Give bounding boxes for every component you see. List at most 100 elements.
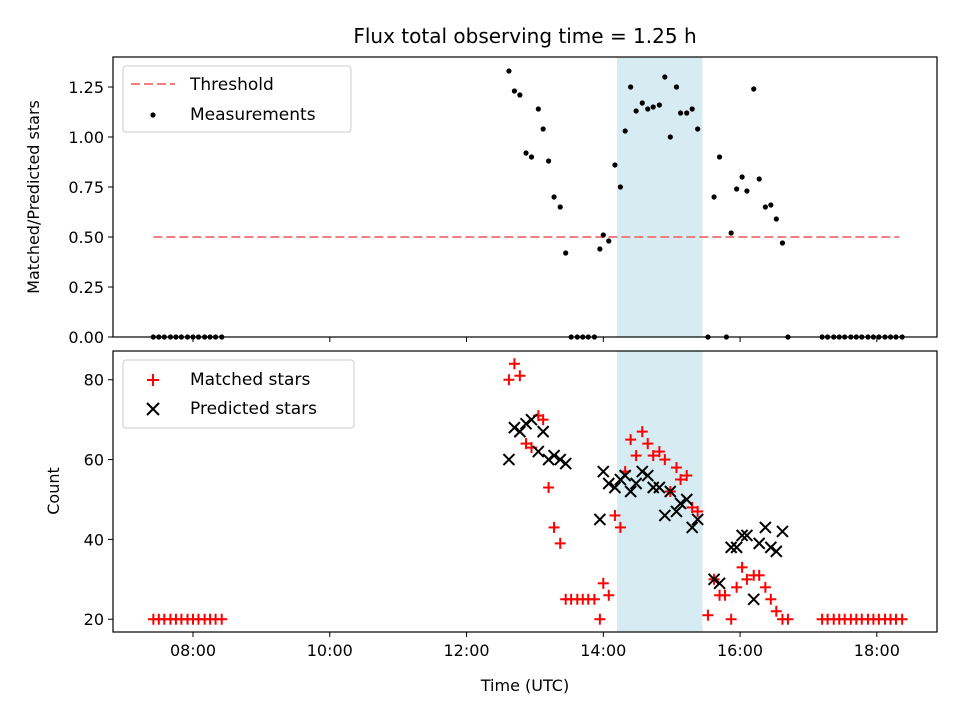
measurement-point	[551, 194, 557, 200]
predicted-star-point	[658, 509, 672, 522]
legend-measurements-swatch	[150, 112, 156, 118]
predicted-star-point	[593, 513, 607, 526]
matched-star-point	[759, 581, 771, 593]
predicted-star-point	[547, 449, 561, 462]
top-panel: 0.00 0.25 0.50 0.75 1.00 1.25 Matched/Predict…	[24, 56, 938, 347]
predicted-star-point	[664, 485, 677, 498]
measurement-point	[511, 88, 518, 94]
measurement-point	[535, 106, 541, 112]
measurement-point	[557, 204, 563, 210]
matched-star-point	[642, 438, 654, 450]
measurement-point	[617, 184, 623, 190]
matched-star-point	[896, 613, 908, 625]
predicted-star-point	[519, 417, 533, 430]
x-tick-label: 08:00	[170, 641, 216, 660]
matched-star-point	[609, 509, 621, 521]
y-tick-label: 80	[84, 371, 104, 390]
predicted-star-point	[740, 529, 754, 542]
matched-star-point	[731, 581, 743, 593]
legend-threshold-label: Threshold	[189, 75, 274, 95]
predicted-star-point	[770, 545, 783, 558]
predicted-star-point	[641, 469, 654, 482]
predicted-star-point	[525, 413, 538, 426]
top-shaded-span	[616, 57, 703, 337]
matched-star-point	[554, 537, 566, 549]
measurement-point	[773, 216, 779, 222]
matched-star-point	[614, 521, 626, 533]
y-tick-label: 0.25	[68, 278, 104, 297]
predicted-star-point	[747, 593, 760, 606]
matched-star-point	[647, 450, 659, 462]
matched-star-point	[725, 613, 737, 625]
matched-star-point	[514, 370, 526, 382]
x-tick-label: 10:00	[307, 641, 353, 660]
bottom-y-axis-label: Count	[44, 467, 63, 515]
measurement-point	[751, 86, 757, 92]
bottom-panel-ticks: 08:00 10:00 12:00 14:00 16:00 18:00 20 40 60 80	[84, 371, 900, 660]
predicted-star-point	[759, 521, 772, 534]
y-tick-label: 1.25	[68, 78, 104, 97]
measurement-point	[528, 154, 535, 160]
predicted-star-point	[776, 525, 789, 538]
y-tick-label: 40	[84, 530, 104, 549]
measurement-point	[600, 232, 606, 238]
measurement-point	[517, 92, 523, 98]
matched-star-point	[670, 462, 682, 474]
y-tick-label: 0.50	[68, 228, 104, 247]
matched-star-point	[603, 589, 615, 601]
predicted-star-point	[764, 541, 778, 554]
legend-measurements-label: Measurements	[190, 105, 316, 125]
measurement-point	[606, 238, 612, 244]
measurement-point	[716, 154, 723, 160]
measurement-point	[622, 128, 628, 134]
measurement-point	[597, 246, 603, 252]
measurement-point	[756, 176, 762, 182]
matched-star-point	[675, 474, 687, 486]
measurement-point	[677, 110, 684, 116]
predicted-star-point	[532, 445, 545, 458]
bottom-panel: 08:00 10:00 12:00 14:00 16:00 18:00 20 40 60 80 C…	[44, 350, 938, 695]
predicted-star-point	[724, 541, 738, 554]
matched-star-point	[770, 605, 782, 617]
predicted-star-point	[713, 577, 726, 590]
top-panel-ticks: 0.00 0.25 0.50 0.75 1.00 1.25	[68, 78, 878, 347]
predicted-star-point	[513, 425, 527, 438]
matched-star-point	[216, 613, 228, 625]
measurement-point	[645, 106, 651, 112]
predicted-star-point	[618, 469, 632, 482]
matched-star-point	[625, 434, 637, 446]
top-legend-box	[122, 65, 352, 133]
predicted-star-point	[542, 453, 555, 466]
matched-star-point	[681, 470, 693, 482]
measurement-point	[695, 126, 701, 132]
matched-star-point	[594, 613, 606, 625]
predicted-star-points	[502, 413, 789, 606]
measurement-point	[506, 68, 512, 74]
predicted-star-point	[670, 505, 683, 518]
x-tick-label: 12:00	[443, 641, 489, 660]
predicted-star-point	[735, 529, 749, 542]
predicted-star-point	[608, 481, 622, 494]
predicted-star-point	[685, 521, 699, 534]
matched-star-point	[588, 593, 600, 605]
measurement-point	[779, 240, 786, 246]
x-tick-label: 18:00	[854, 641, 900, 660]
legend-predicted-swatch	[146, 402, 160, 416]
predicted-star-point	[502, 453, 516, 466]
measurement-point	[639, 100, 645, 106]
measurement-point	[762, 204, 768, 210]
matched-star-point	[782, 613, 794, 625]
matched-star-point	[508, 358, 520, 370]
predicted-star-point	[624, 485, 637, 498]
matched-star-point	[548, 521, 560, 533]
x-tick-label: 16:00	[717, 641, 763, 660]
predicted-star-point	[602, 477, 615, 490]
measurement-point	[728, 230, 734, 236]
top-panel-title: Flux total observing time = 1.25 h	[353, 24, 696, 48]
matched-star-points	[147, 358, 908, 625]
predicted-star-point	[554, 453, 567, 466]
y-tick-label: 20	[84, 610, 104, 629]
top-legend: Threshold Measurements	[122, 65, 352, 133]
measurement-point	[768, 202, 774, 208]
predicted-star-point	[597, 465, 610, 478]
